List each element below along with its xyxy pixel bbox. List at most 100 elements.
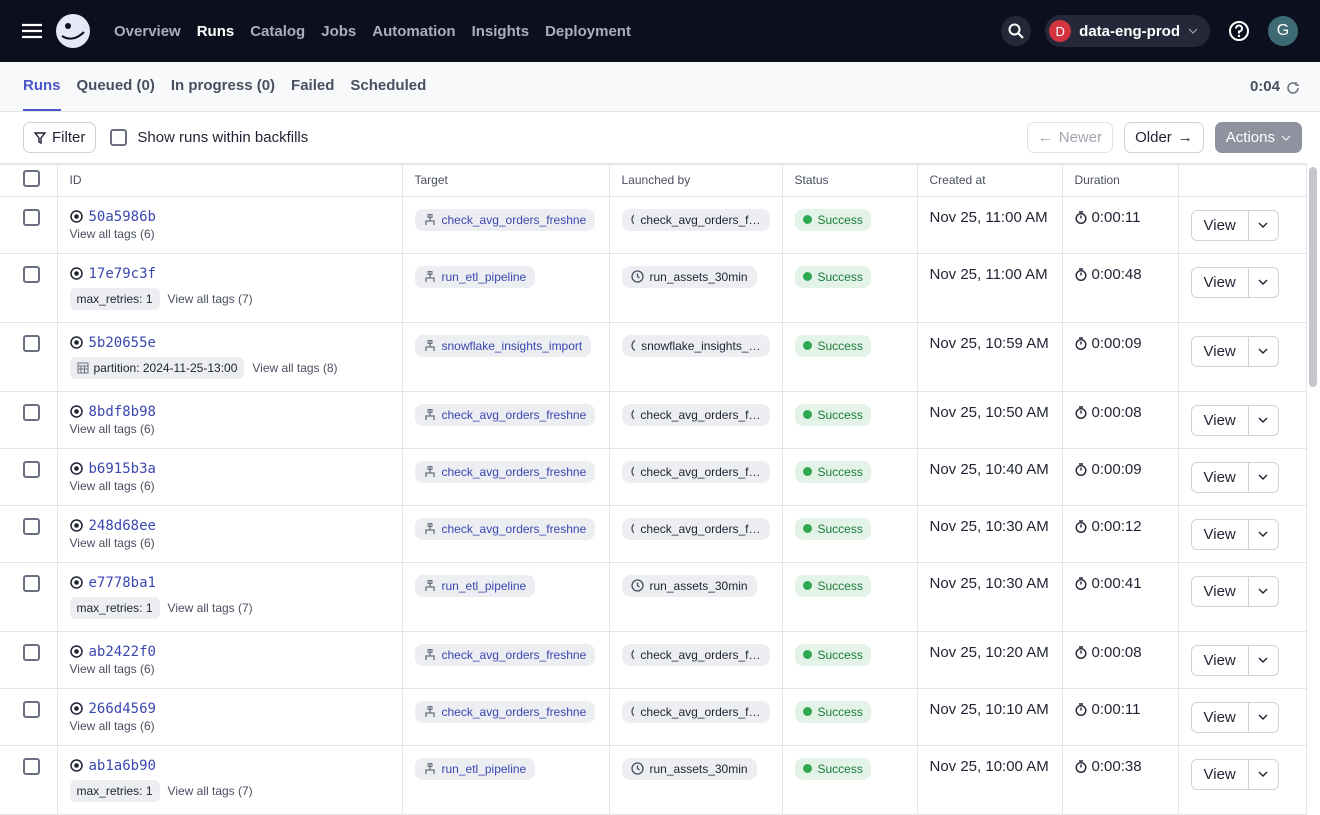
select-all[interactable] bbox=[23, 170, 40, 188]
launched-by-pill[interactable]: check_avg_orders_f… bbox=[621, 700, 770, 723]
row-checkbox[interactable] bbox=[23, 460, 40, 478]
view-all-tags[interactable]: View all tags (6) bbox=[69, 226, 155, 241]
refresh[interactable]: 0:04 bbox=[1250, 78, 1300, 97]
tag[interactable]: max_retries: 1 bbox=[69, 287, 160, 310]
newer-button[interactable]: ← Newer bbox=[1026, 122, 1114, 153]
tag[interactable]: partition: 2024-11-25-13:00 bbox=[69, 356, 245, 379]
launched-by-pill[interactable]: check_avg_orders_f… bbox=[621, 460, 770, 483]
run-id-link[interactable]: 8bdf8b98 bbox=[88, 403, 156, 420]
nav-link[interactable]: Jobs bbox=[321, 22, 357, 40]
target-pill[interactable]: snowflake_insights_import bbox=[414, 334, 592, 357]
menu-icon[interactable] bbox=[20, 22, 44, 40]
launched-by-pill[interactable]: check_avg_orders_f… bbox=[621, 403, 770, 426]
older-button[interactable]: Older → bbox=[1124, 122, 1204, 153]
view-all-tags[interactable]: View all tags (6) bbox=[69, 718, 155, 733]
view-button[interactable]: View bbox=[1190, 266, 1279, 298]
run-id-link[interactable]: 5b20655e bbox=[88, 334, 156, 351]
help-button[interactable] bbox=[1224, 16, 1254, 46]
nav-link[interactable]: Catalog bbox=[250, 22, 306, 40]
tag[interactable]: max_retries: 1 bbox=[69, 596, 160, 619]
tag[interactable]: max_retries: 1 bbox=[69, 779, 160, 802]
view-all-tags[interactable]: View all tags (6) bbox=[69, 421, 155, 436]
row-checkbox[interactable] bbox=[23, 643, 40, 661]
view-all-tags[interactable]: View all tags (7) bbox=[167, 783, 253, 798]
scrollbar[interactable] bbox=[1309, 167, 1317, 387]
target-pill[interactable]: run_etl_pipeline bbox=[414, 265, 536, 288]
view-menu[interactable] bbox=[1247, 702, 1278, 732]
view-all-tags[interactable]: View all tags (8) bbox=[252, 360, 338, 375]
backfills-checkbox[interactable] bbox=[110, 129, 128, 146]
target-pill[interactable]: check_avg_orders_freshne bbox=[414, 643, 596, 666]
logo[interactable] bbox=[54, 12, 92, 50]
nav-link[interactable]: Deployment bbox=[545, 22, 631, 40]
tab[interactable]: Queued (0) bbox=[76, 77, 155, 94]
view-menu[interactable] bbox=[1247, 336, 1278, 366]
view-button[interactable]: View bbox=[1190, 209, 1279, 241]
view-all-tags[interactable]: View all tags (6) bbox=[69, 478, 155, 493]
nav-link[interactable]: Runs bbox=[196, 22, 235, 40]
row-checkbox[interactable] bbox=[23, 403, 40, 421]
view-menu[interactable] bbox=[1247, 405, 1278, 435]
launched-by-pill[interactable]: check_avg_orders_f… bbox=[621, 643, 770, 666]
run-id-link[interactable]: b6915b3a bbox=[88, 460, 156, 477]
nav-link[interactable]: Insights bbox=[471, 22, 530, 40]
view-button[interactable]: View bbox=[1190, 701, 1279, 733]
nav-link[interactable]: Automation bbox=[372, 22, 456, 40]
tab[interactable]: In progress (0) bbox=[170, 77, 276, 94]
view-all-tags[interactable]: View all tags (7) bbox=[167, 291, 253, 306]
view-button[interactable]: View bbox=[1190, 644, 1279, 676]
run-id-link[interactable]: 50a5986b bbox=[88, 208, 156, 225]
target-pill[interactable]: run_etl_pipeline bbox=[414, 757, 536, 780]
run-id-link[interactable]: 248d68ee bbox=[88, 517, 156, 534]
view-all-tags[interactable]: View all tags (7) bbox=[167, 600, 253, 615]
view-menu[interactable] bbox=[1247, 267, 1278, 297]
view-button[interactable]: View bbox=[1190, 518, 1279, 550]
nav-link[interactable]: Overview bbox=[114, 22, 181, 40]
launched-by-pill[interactable]: check_avg_orders_f… bbox=[621, 517, 770, 540]
row-checkbox[interactable] bbox=[23, 334, 40, 352]
view-menu[interactable] bbox=[1247, 645, 1278, 675]
view-all-tags[interactable]: View all tags (6) bbox=[69, 661, 155, 676]
row-checkbox[interactable] bbox=[23, 265, 40, 283]
run-id-link[interactable]: 266d4569 bbox=[88, 700, 156, 717]
row-checkbox[interactable] bbox=[23, 208, 40, 226]
tab[interactable]: Runs bbox=[23, 62, 61, 111]
launched-by-pill[interactable]: run_assets_30min bbox=[621, 757, 757, 780]
row-checkbox[interactable] bbox=[23, 700, 40, 718]
view-button[interactable]: View bbox=[1190, 404, 1279, 436]
tab[interactable]: Failed bbox=[291, 77, 335, 94]
run-id-link[interactable]: 17e79c3f bbox=[88, 265, 156, 282]
tab[interactable]: Scheduled bbox=[350, 77, 427, 94]
target-pill[interactable]: check_avg_orders_freshne bbox=[414, 517, 596, 540]
target-pill[interactable]: check_avg_orders_freshne bbox=[414, 700, 596, 723]
view-all-tags[interactable]: View all tags (6) bbox=[69, 535, 155, 550]
row-checkbox[interactable] bbox=[23, 517, 40, 535]
view-button[interactable]: View bbox=[1190, 335, 1279, 367]
view-button[interactable]: View bbox=[1190, 461, 1279, 493]
view-menu[interactable] bbox=[1247, 759, 1278, 789]
target-pill[interactable]: run_etl_pipeline bbox=[414, 574, 536, 597]
target-pill[interactable]: check_avg_orders_freshne bbox=[414, 403, 596, 426]
view-button[interactable]: View bbox=[1190, 758, 1279, 790]
view-menu[interactable] bbox=[1247, 519, 1278, 549]
launched-by-pill[interactable]: run_assets_30min bbox=[621, 265, 757, 288]
target-pill[interactable]: check_avg_orders_freshne bbox=[414, 460, 596, 483]
run-id-link[interactable]: e7778ba1 bbox=[88, 574, 156, 591]
view-button[interactable]: View bbox=[1190, 575, 1279, 607]
view-menu[interactable] bbox=[1247, 576, 1278, 606]
row-checkbox[interactable] bbox=[23, 757, 40, 775]
view-menu[interactable] bbox=[1247, 210, 1278, 240]
run-id-link[interactable]: ab1a6b90 bbox=[88, 757, 156, 774]
search-button[interactable] bbox=[1001, 16, 1032, 46]
actions-button[interactable]: Actions bbox=[1214, 122, 1302, 153]
user-avatar[interactable]: G bbox=[1268, 16, 1298, 46]
launched-by-pill[interactable]: check_avg_orders_f… bbox=[621, 208, 770, 231]
run-id-link[interactable]: ab2422f0 bbox=[88, 643, 156, 660]
view-menu[interactable] bbox=[1247, 462, 1278, 492]
target-pill[interactable]: check_avg_orders_freshne bbox=[414, 208, 596, 231]
filter-button[interactable]: Filter bbox=[23, 122, 97, 153]
launched-by-pill[interactable]: snowflake_insights_… bbox=[621, 334, 770, 357]
row-checkbox[interactable] bbox=[23, 574, 40, 592]
launched-by-pill[interactable]: run_assets_30min bbox=[621, 574, 757, 597]
